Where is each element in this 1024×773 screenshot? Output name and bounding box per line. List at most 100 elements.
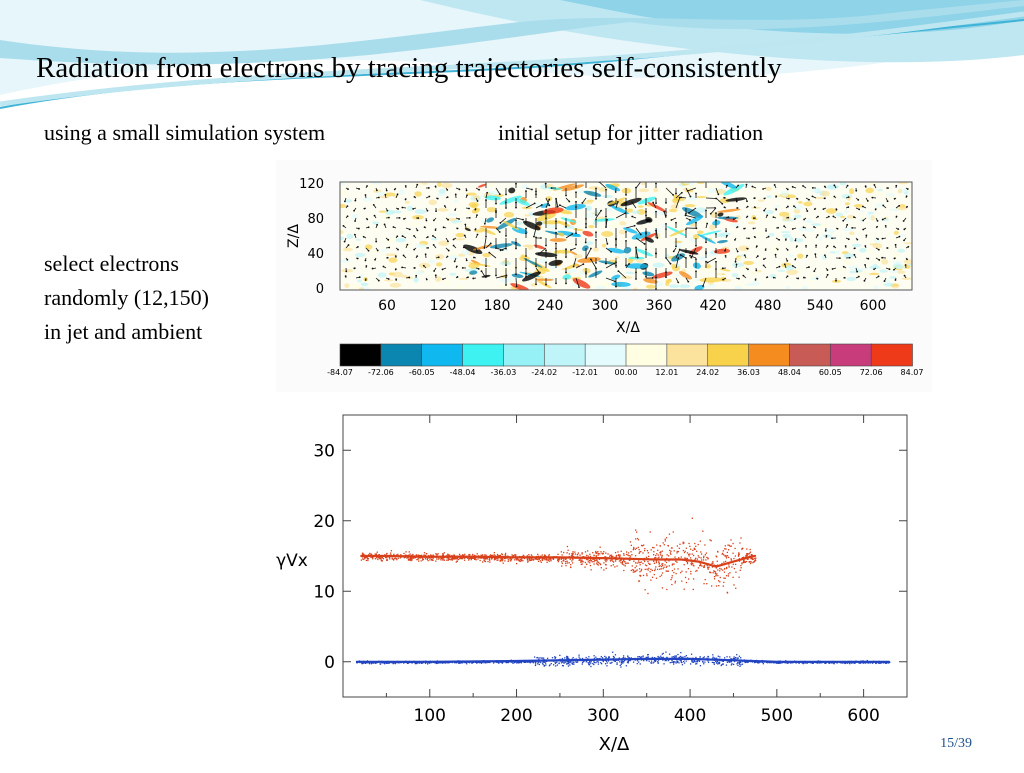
ambient-point bbox=[687, 659, 688, 660]
jet-point bbox=[693, 555, 694, 556]
field-vector-head bbox=[775, 195, 777, 197]
ambient-point bbox=[761, 660, 762, 661]
ambient-point bbox=[658, 662, 659, 663]
jet-point bbox=[580, 560, 581, 561]
colorbar-label: 12.01 bbox=[655, 368, 678, 377]
ambient-point bbox=[623, 657, 624, 658]
jet-point bbox=[712, 566, 713, 567]
ambient-point bbox=[729, 656, 730, 657]
jet-point bbox=[365, 555, 366, 556]
ambient-point bbox=[551, 663, 552, 664]
jet-point bbox=[706, 552, 707, 553]
jet-point bbox=[745, 557, 746, 558]
field-vector-head bbox=[695, 245, 697, 247]
ambient-point bbox=[371, 661, 372, 662]
field-vector-head bbox=[615, 191, 617, 193]
ambient-point bbox=[582, 663, 583, 664]
field-vector-head bbox=[652, 202, 654, 204]
field-vector-head bbox=[878, 259, 880, 261]
colorbar bbox=[340, 344, 913, 366]
field-speckle bbox=[428, 260, 435, 263]
jet-point bbox=[644, 550, 645, 551]
field-vector-head bbox=[898, 205, 900, 207]
field-speckle bbox=[771, 247, 780, 252]
field-vector-head bbox=[895, 279, 897, 281]
field-vector-head bbox=[386, 190, 388, 192]
ambient-point bbox=[861, 660, 862, 661]
jet-point bbox=[675, 581, 676, 582]
jet-point bbox=[631, 554, 632, 555]
field-vector-head bbox=[736, 263, 738, 265]
ambient-point bbox=[727, 662, 728, 663]
field-vector-head bbox=[534, 202, 536, 204]
jet-point bbox=[703, 556, 704, 557]
ambient-point bbox=[696, 663, 697, 664]
jet-point bbox=[513, 557, 514, 558]
field-vector-head bbox=[845, 245, 847, 247]
jet-point bbox=[550, 557, 551, 558]
jet-point bbox=[655, 555, 656, 556]
jet-point bbox=[447, 557, 448, 558]
jet-point bbox=[649, 564, 650, 565]
field-vector-head bbox=[906, 195, 908, 197]
colorbar-swatch bbox=[626, 344, 667, 366]
ambient-point bbox=[664, 659, 665, 660]
jet-point bbox=[538, 561, 539, 562]
jet-point bbox=[636, 548, 637, 549]
ambient-point bbox=[634, 658, 635, 659]
field-vector-head bbox=[742, 275, 744, 277]
jet-point bbox=[726, 557, 727, 558]
jet-point bbox=[433, 556, 434, 557]
field-vector-head bbox=[778, 239, 780, 241]
field-speckle bbox=[385, 192, 396, 196]
ambient-point bbox=[414, 662, 415, 663]
field-vector-head bbox=[881, 257, 883, 259]
jet-point bbox=[688, 555, 689, 556]
jet-point bbox=[548, 555, 549, 556]
field-vector-head bbox=[715, 251, 717, 253]
ambient-point bbox=[674, 657, 675, 658]
field-speckle bbox=[854, 204, 864, 208]
jet-point bbox=[637, 558, 638, 559]
ambient-point bbox=[756, 660, 757, 661]
field-vector-head bbox=[388, 217, 390, 219]
field-speckle bbox=[867, 249, 871, 254]
jet-point bbox=[412, 558, 413, 559]
field-speckle bbox=[414, 271, 424, 275]
jet-point bbox=[437, 556, 438, 557]
field-vector-head bbox=[488, 252, 490, 254]
jet-point bbox=[528, 556, 529, 557]
jet-point bbox=[707, 567, 708, 568]
jet-point bbox=[586, 559, 587, 560]
field-vector-head bbox=[882, 205, 884, 207]
ambient-point bbox=[827, 661, 828, 662]
field-vector-head bbox=[357, 246, 359, 248]
ambient-point bbox=[637, 656, 638, 657]
ambient-point bbox=[680, 658, 681, 659]
jet-point bbox=[670, 554, 671, 555]
field-vector-head bbox=[823, 208, 825, 210]
jet-point bbox=[580, 562, 581, 563]
jet-point bbox=[661, 566, 662, 567]
jet-point bbox=[584, 566, 585, 567]
ambient-point bbox=[476, 660, 477, 661]
jet-point bbox=[611, 559, 612, 560]
jet-point bbox=[667, 554, 668, 555]
ambient-point bbox=[408, 662, 409, 663]
field-vector-head bbox=[432, 235, 434, 237]
field-x-tick: 480 bbox=[755, 298, 782, 314]
field-vector-head bbox=[814, 253, 816, 255]
jet-point bbox=[489, 561, 490, 562]
ambient-point bbox=[368, 662, 369, 663]
jet-point bbox=[570, 566, 571, 567]
note-line-1: select electrons bbox=[44, 251, 179, 277]
jet-point bbox=[717, 564, 718, 565]
ambient-point bbox=[739, 664, 740, 665]
field-vector-head bbox=[625, 264, 627, 266]
jet-point bbox=[641, 569, 642, 570]
jet-point bbox=[595, 560, 596, 561]
ambient-point bbox=[623, 655, 624, 656]
jet-point bbox=[474, 555, 475, 556]
field-speckle bbox=[802, 286, 808, 292]
field-vector-head bbox=[477, 234, 479, 236]
